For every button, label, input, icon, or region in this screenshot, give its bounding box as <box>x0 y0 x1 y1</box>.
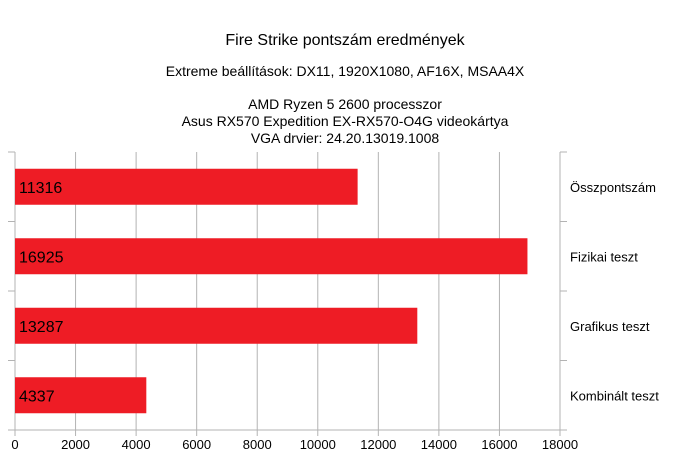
chart-subtitle: Extreme beállítások: DX11, 1920X1080, AF… <box>165 63 525 79</box>
x-tick-label: 2000 <box>61 437 90 452</box>
x-tick-label: 4000 <box>122 437 151 452</box>
category-label: Fizikai teszt <box>570 249 638 264</box>
chart-info-gpu: Asus RX570 Expedition EX-RX570-O4G video… <box>181 113 509 129</box>
x-tick-label: 16000 <box>481 437 517 452</box>
bar <box>15 238 528 275</box>
data-label: 13287 <box>19 319 64 336</box>
x-tick-label: 12000 <box>360 437 396 452</box>
x-tick-label: 10000 <box>300 437 336 452</box>
chart-info-driver: VGA drvier: 24.20.13019.1008 <box>250 130 440 146</box>
bar <box>15 307 418 344</box>
category-label: Kombinált teszt <box>570 388 659 403</box>
x-tick-label: 6000 <box>182 437 211 452</box>
x-tick-label: 8000 <box>243 437 272 452</box>
x-tick-label: 0 <box>11 437 18 452</box>
category-label: Összpontszám <box>570 180 656 195</box>
data-label: 16925 <box>19 249 64 266</box>
data-label: 4337 <box>19 388 55 405</box>
chart-info-cpu: AMD Ryzen 5 2600 processzor <box>248 96 442 112</box>
x-tick-label: 18000 <box>542 437 578 452</box>
data-label: 11316 <box>19 180 62 197</box>
chart-title: Fire Strike pontszám eredmények <box>225 32 465 49</box>
bar <box>15 377 147 414</box>
x-tick-label: 14000 <box>421 437 457 452</box>
category-label: Grafikus teszt <box>570 319 650 334</box>
bar <box>15 168 358 205</box>
